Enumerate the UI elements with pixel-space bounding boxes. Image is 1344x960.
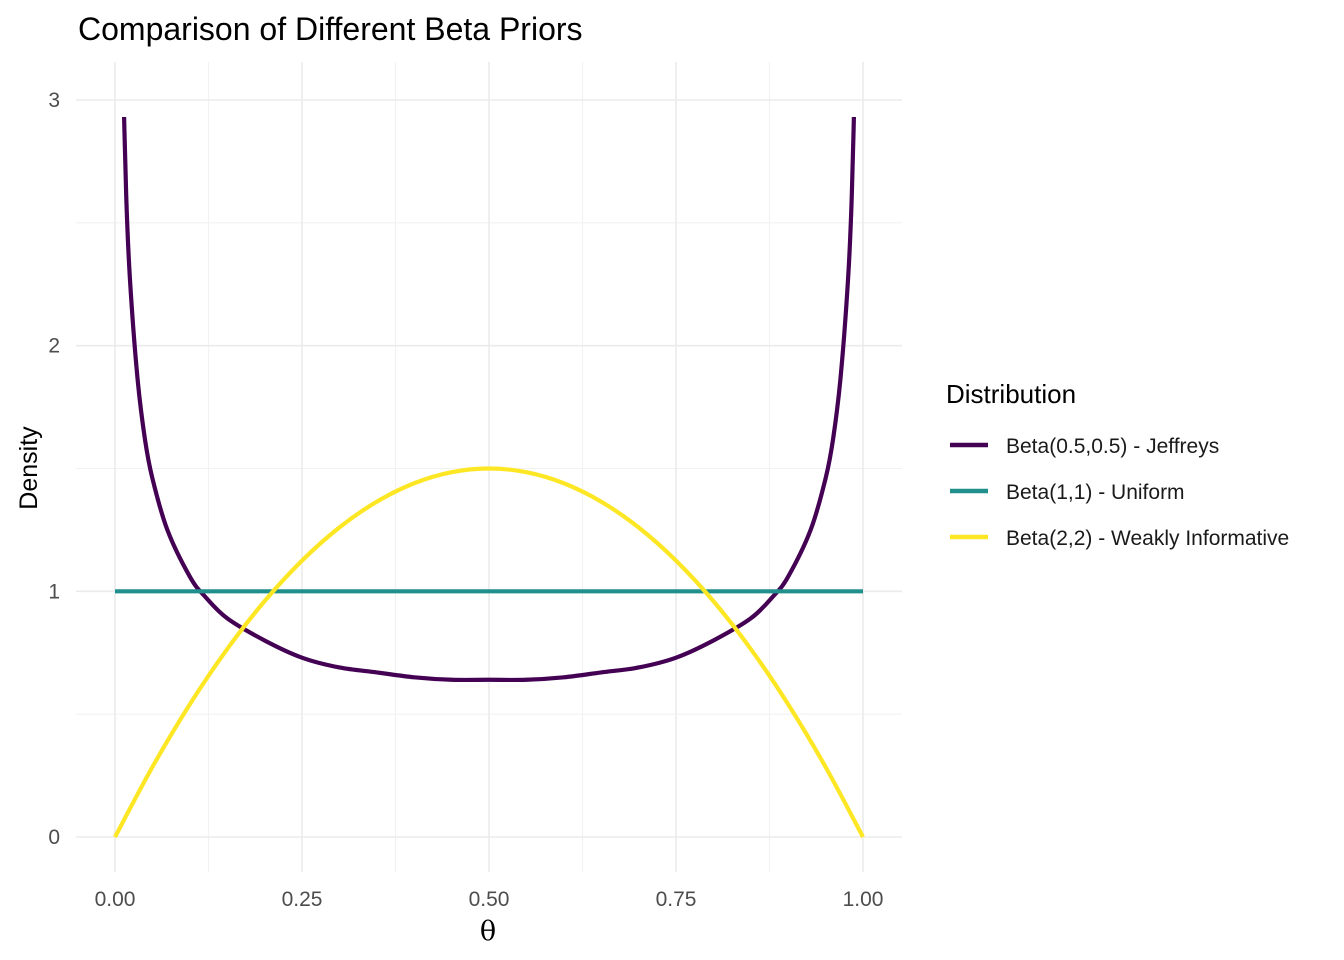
x-axis-ticks: 0.00 0.25 0.50 0.75 1.00 (95, 888, 884, 911)
legend-label-2: Beta(1,1) - Uniform (1006, 481, 1185, 504)
y-tick-label: 2 (48, 335, 60, 358)
y-tick-label: 3 (48, 89, 60, 112)
series-lines (113, 117, 865, 838)
series-line-3 (113, 466, 865, 838)
legend: Distribution Beta(0.5,0.5) - Jeffreys Bet… (946, 379, 1289, 550)
x-tick-label: 1.00 (843, 888, 884, 911)
legend-title: Distribution (946, 379, 1076, 409)
series-line-1 (121, 117, 857, 683)
legend-label-3: Beta(2,2) - Weakly Informative (1006, 527, 1289, 550)
x-tick-label: 0.75 (656, 888, 697, 911)
y-axis-label: Density (15, 426, 43, 510)
x-tick-label: 0.00 (95, 888, 136, 911)
y-tick-label: 1 (48, 580, 60, 603)
x-tick-label: 0.50 (469, 888, 510, 911)
y-axis-ticks: 0 1 2 3 (48, 89, 60, 849)
legend-label-1: Beta(0.5,0.5) - Jeffreys (1006, 435, 1219, 458)
chart-title: Comparison of Different Beta Priors (78, 11, 583, 47)
y-tick-label: 0 (48, 826, 60, 849)
x-axis-label: θ (480, 916, 496, 947)
x-tick-label: 0.25 (282, 888, 323, 911)
